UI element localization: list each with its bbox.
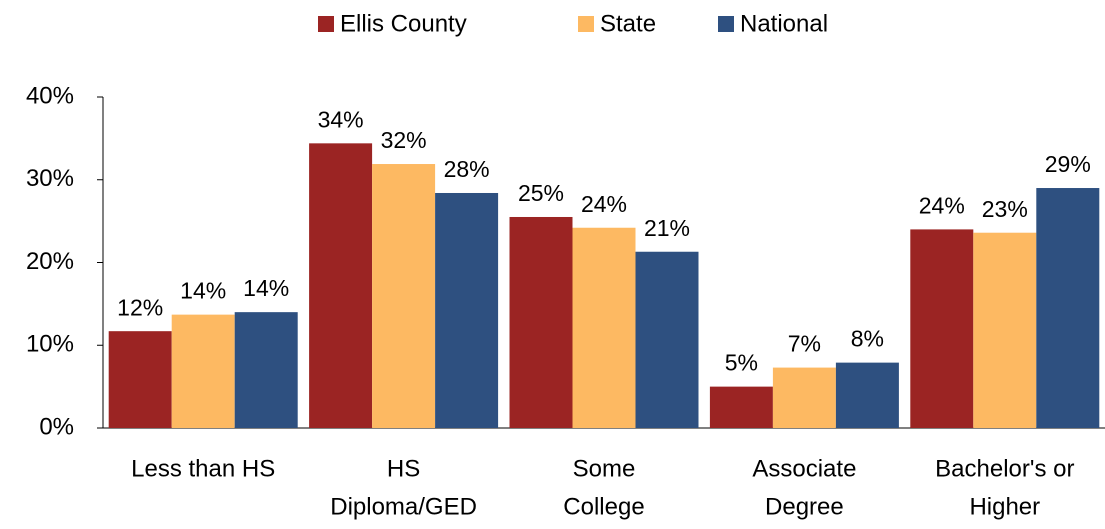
bar [835,362,899,428]
bar [509,216,573,428]
x-tick-label: Less than HS [131,455,275,482]
x-tick-label: Associate [752,455,856,482]
legend-swatch [718,16,734,32]
bar [309,143,373,428]
bar [1036,188,1100,428]
value-label: 28% [444,156,490,182]
bar [372,164,436,428]
value-label: 23% [982,196,1028,222]
value-label: 14% [180,278,226,304]
value-label: 8% [851,326,884,352]
value-label: 24% [581,191,627,217]
legend-swatch [578,16,594,32]
legend-label: State [600,10,656,37]
y-tick-label: 30% [26,165,74,192]
value-label: 5% [725,350,758,376]
bar [709,386,773,428]
bar [171,314,235,428]
x-tick-label: Bachelor's or [935,455,1074,482]
value-label: 14% [243,275,289,301]
value-label: 12% [117,294,163,320]
y-tick-label: 20% [26,248,74,275]
bar [772,367,836,428]
bar [435,192,499,428]
bar [973,232,1037,428]
value-label: 34% [318,106,364,132]
value-label: 25% [518,180,564,206]
value-label: 29% [1045,151,1091,177]
x-tick-label: Diploma/GED [330,493,477,520]
bar [910,229,974,428]
y-tick-label: 0% [39,413,74,440]
legend-label: National [740,10,828,37]
value-label: 32% [381,127,427,153]
x-tick-label: Some [573,455,636,482]
x-tick-label: HS [387,455,420,482]
bar [108,331,172,428]
value-label: 24% [919,192,965,218]
legend-label: Ellis County [340,10,467,37]
value-label: 21% [644,215,690,241]
x-tick-label: Higher [969,493,1040,520]
bar [234,312,298,428]
bar [572,227,636,428]
bar [635,251,699,428]
y-tick-label: 40% [26,82,74,109]
x-tick-label: College [563,493,644,520]
legend-swatch [318,16,334,32]
value-label: 7% [788,331,821,357]
x-tick-label: Degree [765,493,844,520]
y-tick-label: 10% [26,331,74,358]
